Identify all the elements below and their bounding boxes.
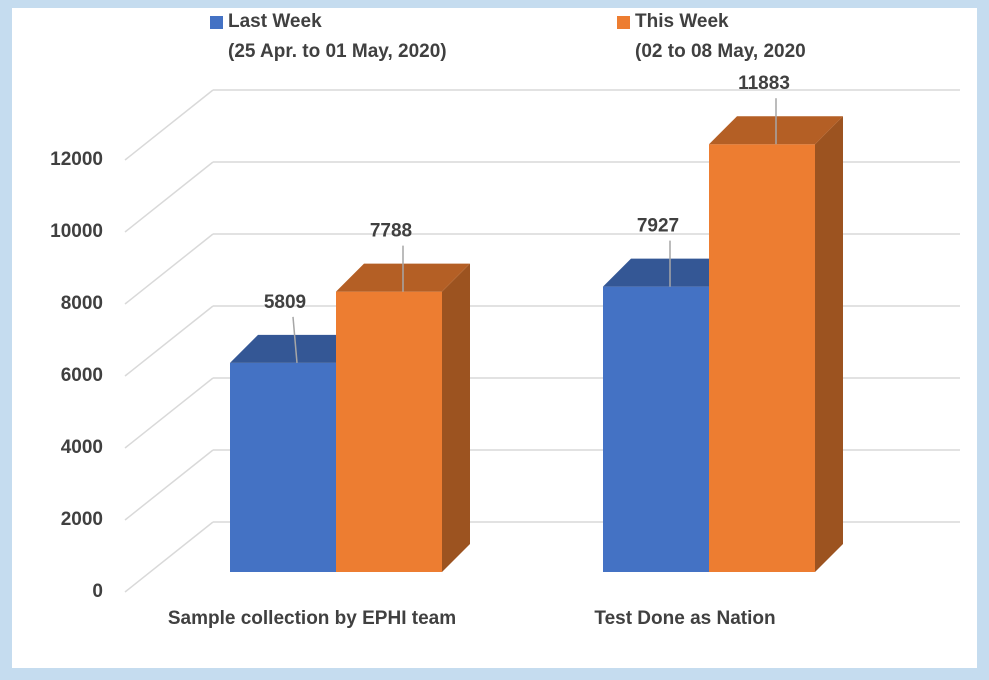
leader-line xyxy=(292,316,298,363)
legend-swatch xyxy=(617,16,630,29)
bar xyxy=(336,291,442,572)
legend-label: Last Week (25 Apr. to 01 May, 2020) xyxy=(228,11,447,62)
x-tick-label: Sample collection by EPHI team xyxy=(167,608,457,629)
y-tick-label: 4000 xyxy=(61,437,103,458)
bar-side xyxy=(442,263,470,572)
legend-label: This Week (02 to 08 May, 2020 xyxy=(635,11,806,62)
data-label: 7788 xyxy=(370,221,412,242)
bar-side xyxy=(815,116,843,572)
y-tick-label: 8000 xyxy=(61,293,103,314)
y-tick-label: 2000 xyxy=(61,509,103,530)
grid-line xyxy=(124,161,214,233)
y-tick-label: 6000 xyxy=(61,365,103,386)
bar xyxy=(709,144,815,572)
grid-line xyxy=(124,521,214,593)
grid-line xyxy=(124,233,214,305)
bar xyxy=(230,362,336,572)
x-tick-label: Test Done as Nation xyxy=(594,608,776,629)
data-label: 7927 xyxy=(637,216,679,237)
bar xyxy=(603,286,709,572)
legend-swatch xyxy=(210,16,223,29)
data-label: 11883 xyxy=(738,73,790,94)
grid-line xyxy=(124,89,214,161)
grid-line xyxy=(124,449,214,521)
y-tick-label: 0 xyxy=(92,581,103,602)
y-tick-label: 12000 xyxy=(50,149,103,170)
grid-line xyxy=(124,305,214,377)
y-tick-label: 10000 xyxy=(50,221,103,242)
bar-top xyxy=(230,334,364,363)
data-label: 5809 xyxy=(264,292,306,313)
grid-line xyxy=(124,377,214,449)
